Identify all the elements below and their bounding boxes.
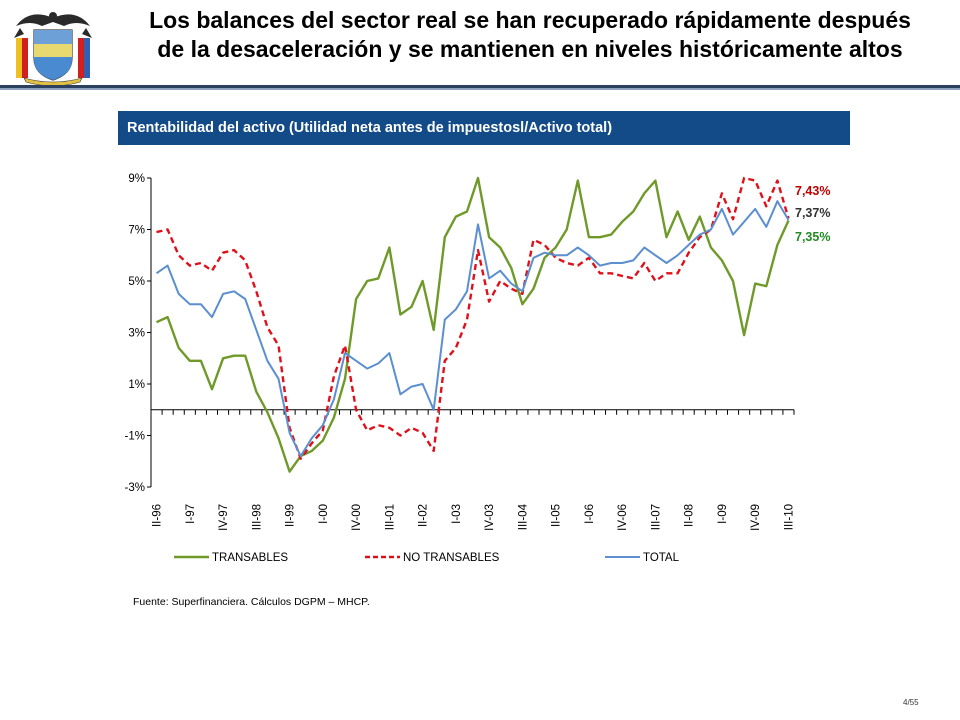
legend-label-transables: TRANSABLES — [212, 552, 288, 564]
series-line-transables — [155, 176, 790, 473]
x-tick-label: IV-97 — [218, 504, 230, 531]
x-tick-label: I-97 — [185, 504, 197, 524]
slide-title: Los balances del sector real se han recu… — [110, 6, 950, 64]
y-tick-label: 3% — [128, 328, 145, 340]
x-tick-label: III-07 — [650, 504, 662, 530]
x-tick-label: II-08 — [684, 504, 696, 527]
slide-title-line-2: de la desaceleración y se mantienen en n… — [157, 36, 903, 62]
line-chart: 9% 7% 5% 3% 1% -1% -3% II-96 I-97 IV-97 III-98 II-9… — [125, 173, 831, 564]
x-tick-label: III-98 — [251, 504, 263, 530]
y-tick-label: -3% — [125, 482, 145, 494]
y-tick-label: 1% — [128, 379, 145, 391]
x-tick-label: II-05 — [551, 504, 563, 527]
end-label-transables: 7,35% — [795, 230, 830, 244]
x-tick-label: III-10 — [783, 504, 795, 530]
x-tick-label: IV-03 — [484, 504, 496, 531]
x-tick-label: IV-06 — [617, 504, 629, 531]
title-divider-shadow — [0, 88, 960, 90]
x-tick-label: III-01 — [384, 504, 396, 530]
x-tick-label: IV-00 — [351, 504, 363, 531]
x-tick-label: II-02 — [418, 504, 430, 527]
series-line-total — [155, 200, 790, 458]
title-divider — [0, 85, 960, 88]
chart-title-banner: Rentabilidad del activo (Utilidad neta a… — [118, 111, 850, 145]
y-tick-label: -1% — [125, 431, 145, 443]
x-tick-label: I-00 — [318, 504, 330, 524]
x-tick-label: IV-09 — [750, 504, 762, 531]
x-tick-label: II-99 — [285, 504, 297, 527]
y-tick-label: 5% — [128, 276, 145, 288]
colombia-coat-of-arms-logo — [14, 12, 92, 86]
end-label-no-transables: 7,43% — [795, 184, 830, 198]
x-tick-label: I-09 — [717, 504, 729, 524]
x-tick-label: I-03 — [451, 504, 463, 524]
y-tick-label: 7% — [128, 225, 145, 237]
series-line-no-transables — [156, 176, 790, 460]
legend-label-no-transables: NO TRANSABLES — [403, 552, 500, 564]
legend-label-total: TOTAL — [643, 552, 680, 564]
x-tick-label: II-96 — [152, 504, 164, 527]
source-note: Fuente: Superfinanciera. Cálculos DGPM –… — [133, 596, 370, 608]
slide-title-line-1: Los balances del sector real se han recu… — [149, 7, 911, 33]
end-label-total: 7,37% — [795, 206, 830, 220]
x-tick-label: I-06 — [584, 504, 596, 524]
page-number: 4/55 — [903, 698, 919, 707]
x-tick-label: III-04 — [517, 503, 529, 530]
y-tick-label: 9% — [128, 173, 145, 185]
